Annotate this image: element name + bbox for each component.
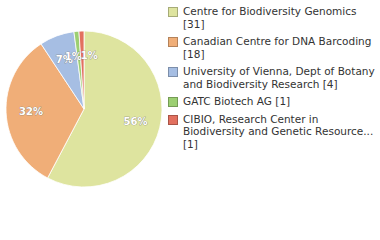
legend-swatch: [168, 7, 178, 17]
legend-label: University of Vienna, Dept of Botany and…: [183, 65, 375, 90]
data-label: 32%: [19, 106, 43, 117]
legend: Centre for Biodiversity Genomics [31] Can…: [166, 5, 376, 155]
pie-slice: [6, 44, 84, 178]
chart: 56%32%7%1%1% Centre for Biodiversity Gen…: [0, 0, 380, 240]
data-label: 56%: [124, 116, 148, 127]
legend-entry: Canadian Centre for DNA Barcoding [18]: [166, 35, 376, 60]
slices: [6, 31, 162, 187]
legend-swatch: [168, 97, 178, 107]
legend-entry: University of Vienna, Dept of Botany and…: [166, 65, 376, 90]
legend-entry: CIBIO, Research Center in Biodiversity a…: [166, 113, 376, 151]
legend-entry: Centre for Biodiversity Genomics [31]: [166, 5, 376, 30]
legend-label: GATC Biotech AG [1]: [183, 95, 290, 107]
pie-slice: [79, 31, 84, 109]
pie-slice: [74, 31, 84, 109]
data-label: 1%: [65, 51, 82, 62]
data-label: 1%: [81, 50, 98, 61]
legend-label: CIBIO, Research Center in Biodiversity a…: [183, 113, 373, 150]
legend-swatch: [168, 67, 178, 77]
legend-label: Canadian Centre for DNA Barcoding [18]: [183, 35, 371, 60]
legend-label: Centre for Biodiversity Genomics [31]: [183, 5, 356, 30]
legend-swatch: [168, 115, 178, 125]
pie-slice: [41, 32, 84, 109]
legend-swatch: [168, 37, 178, 47]
pie-area: 56%32%7%1%1%: [0, 0, 166, 240]
legend-entry: GATC Biotech AG [1]: [166, 95, 376, 108]
